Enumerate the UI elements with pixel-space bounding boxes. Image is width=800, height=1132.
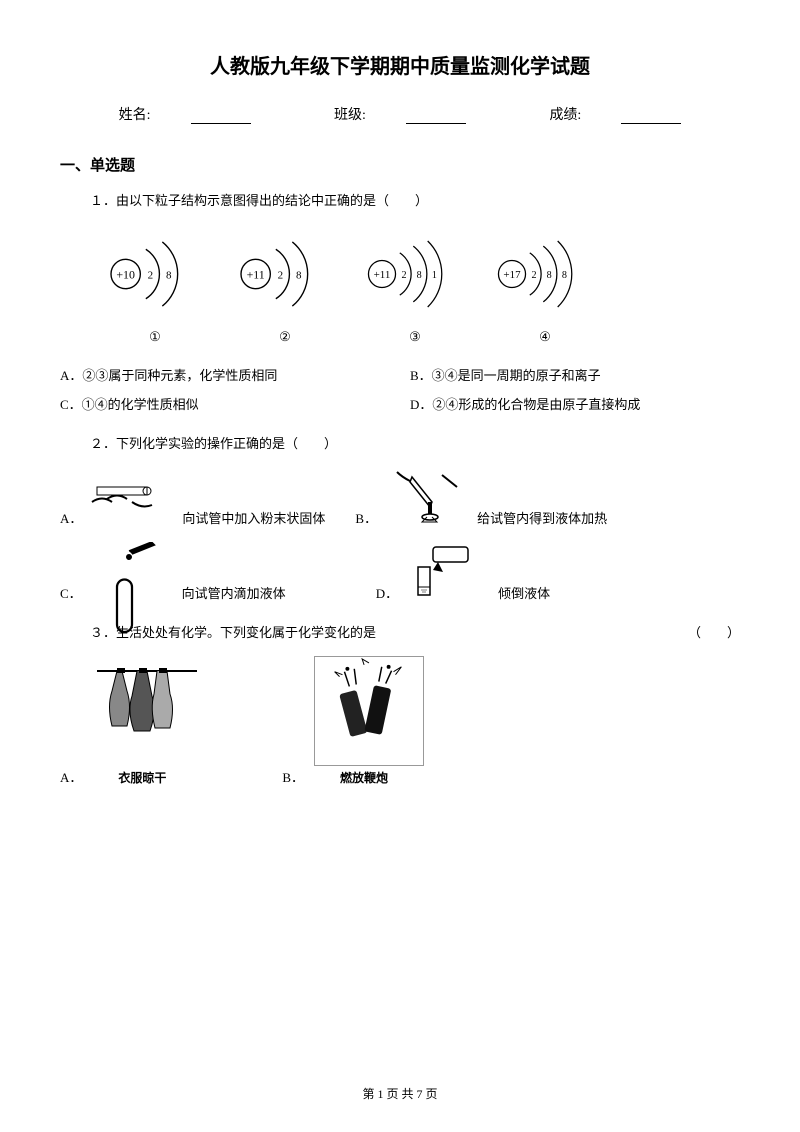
q3-text: ３．生活处处有化学。下列变化属于化学变化的是 （ ） (90, 622, 740, 641)
atom-label-3: ③ (360, 329, 470, 345)
q2-img-a (87, 467, 177, 527)
q3-img-b (314, 656, 424, 766)
q2-option-b: B． 给试管内得到液体加热 (355, 467, 607, 527)
q3-option-a: A． 衣服晾干 (60, 656, 202, 786)
q1-option-d: D．②④形成的化合物是由原子直接构成 (410, 394, 740, 413)
svg-text:8: 8 (562, 270, 567, 281)
q2-img-c (87, 542, 177, 602)
atom-4: +17 2 8 8 (490, 229, 600, 319)
q2-option-a: A． 向试管中加入粉末状固体 (60, 467, 325, 527)
svg-text:2: 2 (278, 270, 284, 282)
q3-caption-a: 衣服晾干 (82, 769, 202, 786)
atom-2: +11 2 8 (230, 229, 340, 319)
svg-text:+17: +17 (503, 269, 521, 281)
atom-label-2: ② (230, 329, 340, 345)
q3-img-a (92, 656, 202, 766)
svg-text:2: 2 (401, 270, 406, 281)
svg-text:+10: +10 (116, 268, 135, 282)
q1-atom-labels: ① ② ③ ④ (100, 329, 740, 345)
page-footer: 第 1 页 共 7 页 (0, 1085, 800, 1102)
svg-text:8: 8 (547, 270, 552, 281)
q2-option-d: D． 倾倒液体 (376, 542, 550, 602)
q3-caption-b: 燃放鞭炮 (304, 769, 424, 786)
q3-option-b: B． 燃放鞭炮 (282, 656, 424, 786)
svg-text:8: 8 (296, 270, 302, 282)
info-row: 姓名: 班级: 成绩: (60, 104, 740, 124)
svg-text:8: 8 (417, 270, 422, 281)
atom-label-1: ① (100, 329, 210, 345)
q2-options: A． 向试管中加入粉末状固体 B． (60, 467, 740, 602)
class-label: 班级: (314, 108, 486, 123)
exam-title: 人教版九年级下学期期中质量监测化学试题 (60, 50, 740, 79)
svg-text:+11: +11 (247, 268, 265, 282)
svg-text:8: 8 (166, 270, 172, 282)
atom-label-4: ④ (490, 329, 600, 345)
score-label: 成绩: (529, 108, 701, 123)
name-label: 姓名: (99, 108, 271, 123)
atom-1: +10 2 8 (100, 229, 210, 319)
q3-options: A． 衣服晾干 B． (60, 656, 740, 786)
section-header: 一、单选题 (60, 154, 740, 175)
q1-options: A．②③属于同种元素，化学性质相同 B．③④是同一周期的原子和离子 C．①④的化… (60, 365, 740, 413)
atom-3: +11 2 8 1 (360, 229, 470, 319)
q1-option-c: C．①④的化学性质相似 (60, 394, 390, 413)
q2-option-c: C． 向试管内滴加液体 (60, 542, 286, 602)
svg-text:1: 1 (432, 270, 437, 281)
q1-text: １．由以下粒子结构示意图得出的结论中正确的是（ ） (90, 190, 740, 209)
q1-option-b: B．③④是同一周期的原子和离子 (410, 365, 740, 384)
q1-diagrams: +10 2 8 +11 2 8 +11 2 8 1 (100, 229, 740, 319)
svg-text:2: 2 (148, 270, 154, 282)
svg-text:+11: +11 (374, 269, 391, 281)
q2-img-b (382, 467, 472, 527)
q2-text: ２．下列化学实验的操作正确的是（ ） (90, 433, 740, 452)
svg-text:2: 2 (531, 270, 536, 281)
q1-option-a: A．②③属于同种元素，化学性质相同 (60, 365, 390, 384)
q2-img-d (403, 542, 493, 602)
